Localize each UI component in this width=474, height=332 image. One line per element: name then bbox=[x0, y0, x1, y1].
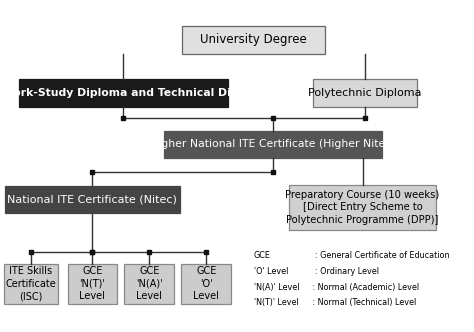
Text: University Degree: University Degree bbox=[200, 33, 307, 46]
Text: National ITE Certificate (Nitec): National ITE Certificate (Nitec) bbox=[8, 194, 177, 204]
Text: : Ordinary Level: : Ordinary Level bbox=[310, 267, 380, 276]
FancyBboxPatch shape bbox=[124, 264, 174, 304]
Text: Preparatory Course (10 weeks)
[Direct Entry Scheme to
Polytechnic Programme (DPP: Preparatory Course (10 weeks) [Direct En… bbox=[285, 190, 440, 225]
FancyBboxPatch shape bbox=[181, 264, 231, 304]
Text: ITE Work-Study Diploma and Technical Diploma: ITE Work-Study Diploma and Technical Dip… bbox=[0, 88, 268, 98]
Text: GCE: GCE bbox=[254, 251, 271, 260]
Text: 'O' Level: 'O' Level bbox=[254, 267, 288, 276]
Text: Polytechnic Diploma: Polytechnic Diploma bbox=[308, 88, 422, 98]
Text: GCE
'O'
Level: GCE 'O' Level bbox=[193, 267, 219, 301]
FancyBboxPatch shape bbox=[182, 26, 325, 54]
Text: ITE Skills
Certificate
(ISC): ITE Skills Certificate (ISC) bbox=[5, 267, 56, 301]
Text: GCE
'N(T)'
Level: GCE 'N(T)' Level bbox=[80, 267, 105, 301]
FancyBboxPatch shape bbox=[289, 185, 436, 230]
FancyBboxPatch shape bbox=[5, 186, 180, 213]
Text: GCE
'N(A)'
Level: GCE 'N(A)' Level bbox=[136, 267, 163, 301]
FancyBboxPatch shape bbox=[19, 79, 228, 107]
Text: 'N(A)' Level: 'N(A)' Level bbox=[254, 283, 299, 291]
FancyBboxPatch shape bbox=[164, 131, 382, 158]
Text: : Normal (Technical) Level: : Normal (Technical) Level bbox=[310, 298, 417, 307]
FancyBboxPatch shape bbox=[3, 264, 58, 304]
FancyBboxPatch shape bbox=[67, 264, 117, 304]
Text: Higher National ITE Certificate (Higher Nitec): Higher National ITE Certificate (Higher … bbox=[150, 139, 395, 149]
Text: : Normal (Academic) Level: : Normal (Academic) Level bbox=[310, 283, 419, 291]
FancyBboxPatch shape bbox=[313, 79, 417, 107]
Text: 'N(T)' Level: 'N(T)' Level bbox=[254, 298, 298, 307]
Text: : General Certificate of Education: : General Certificate of Education bbox=[310, 251, 450, 260]
